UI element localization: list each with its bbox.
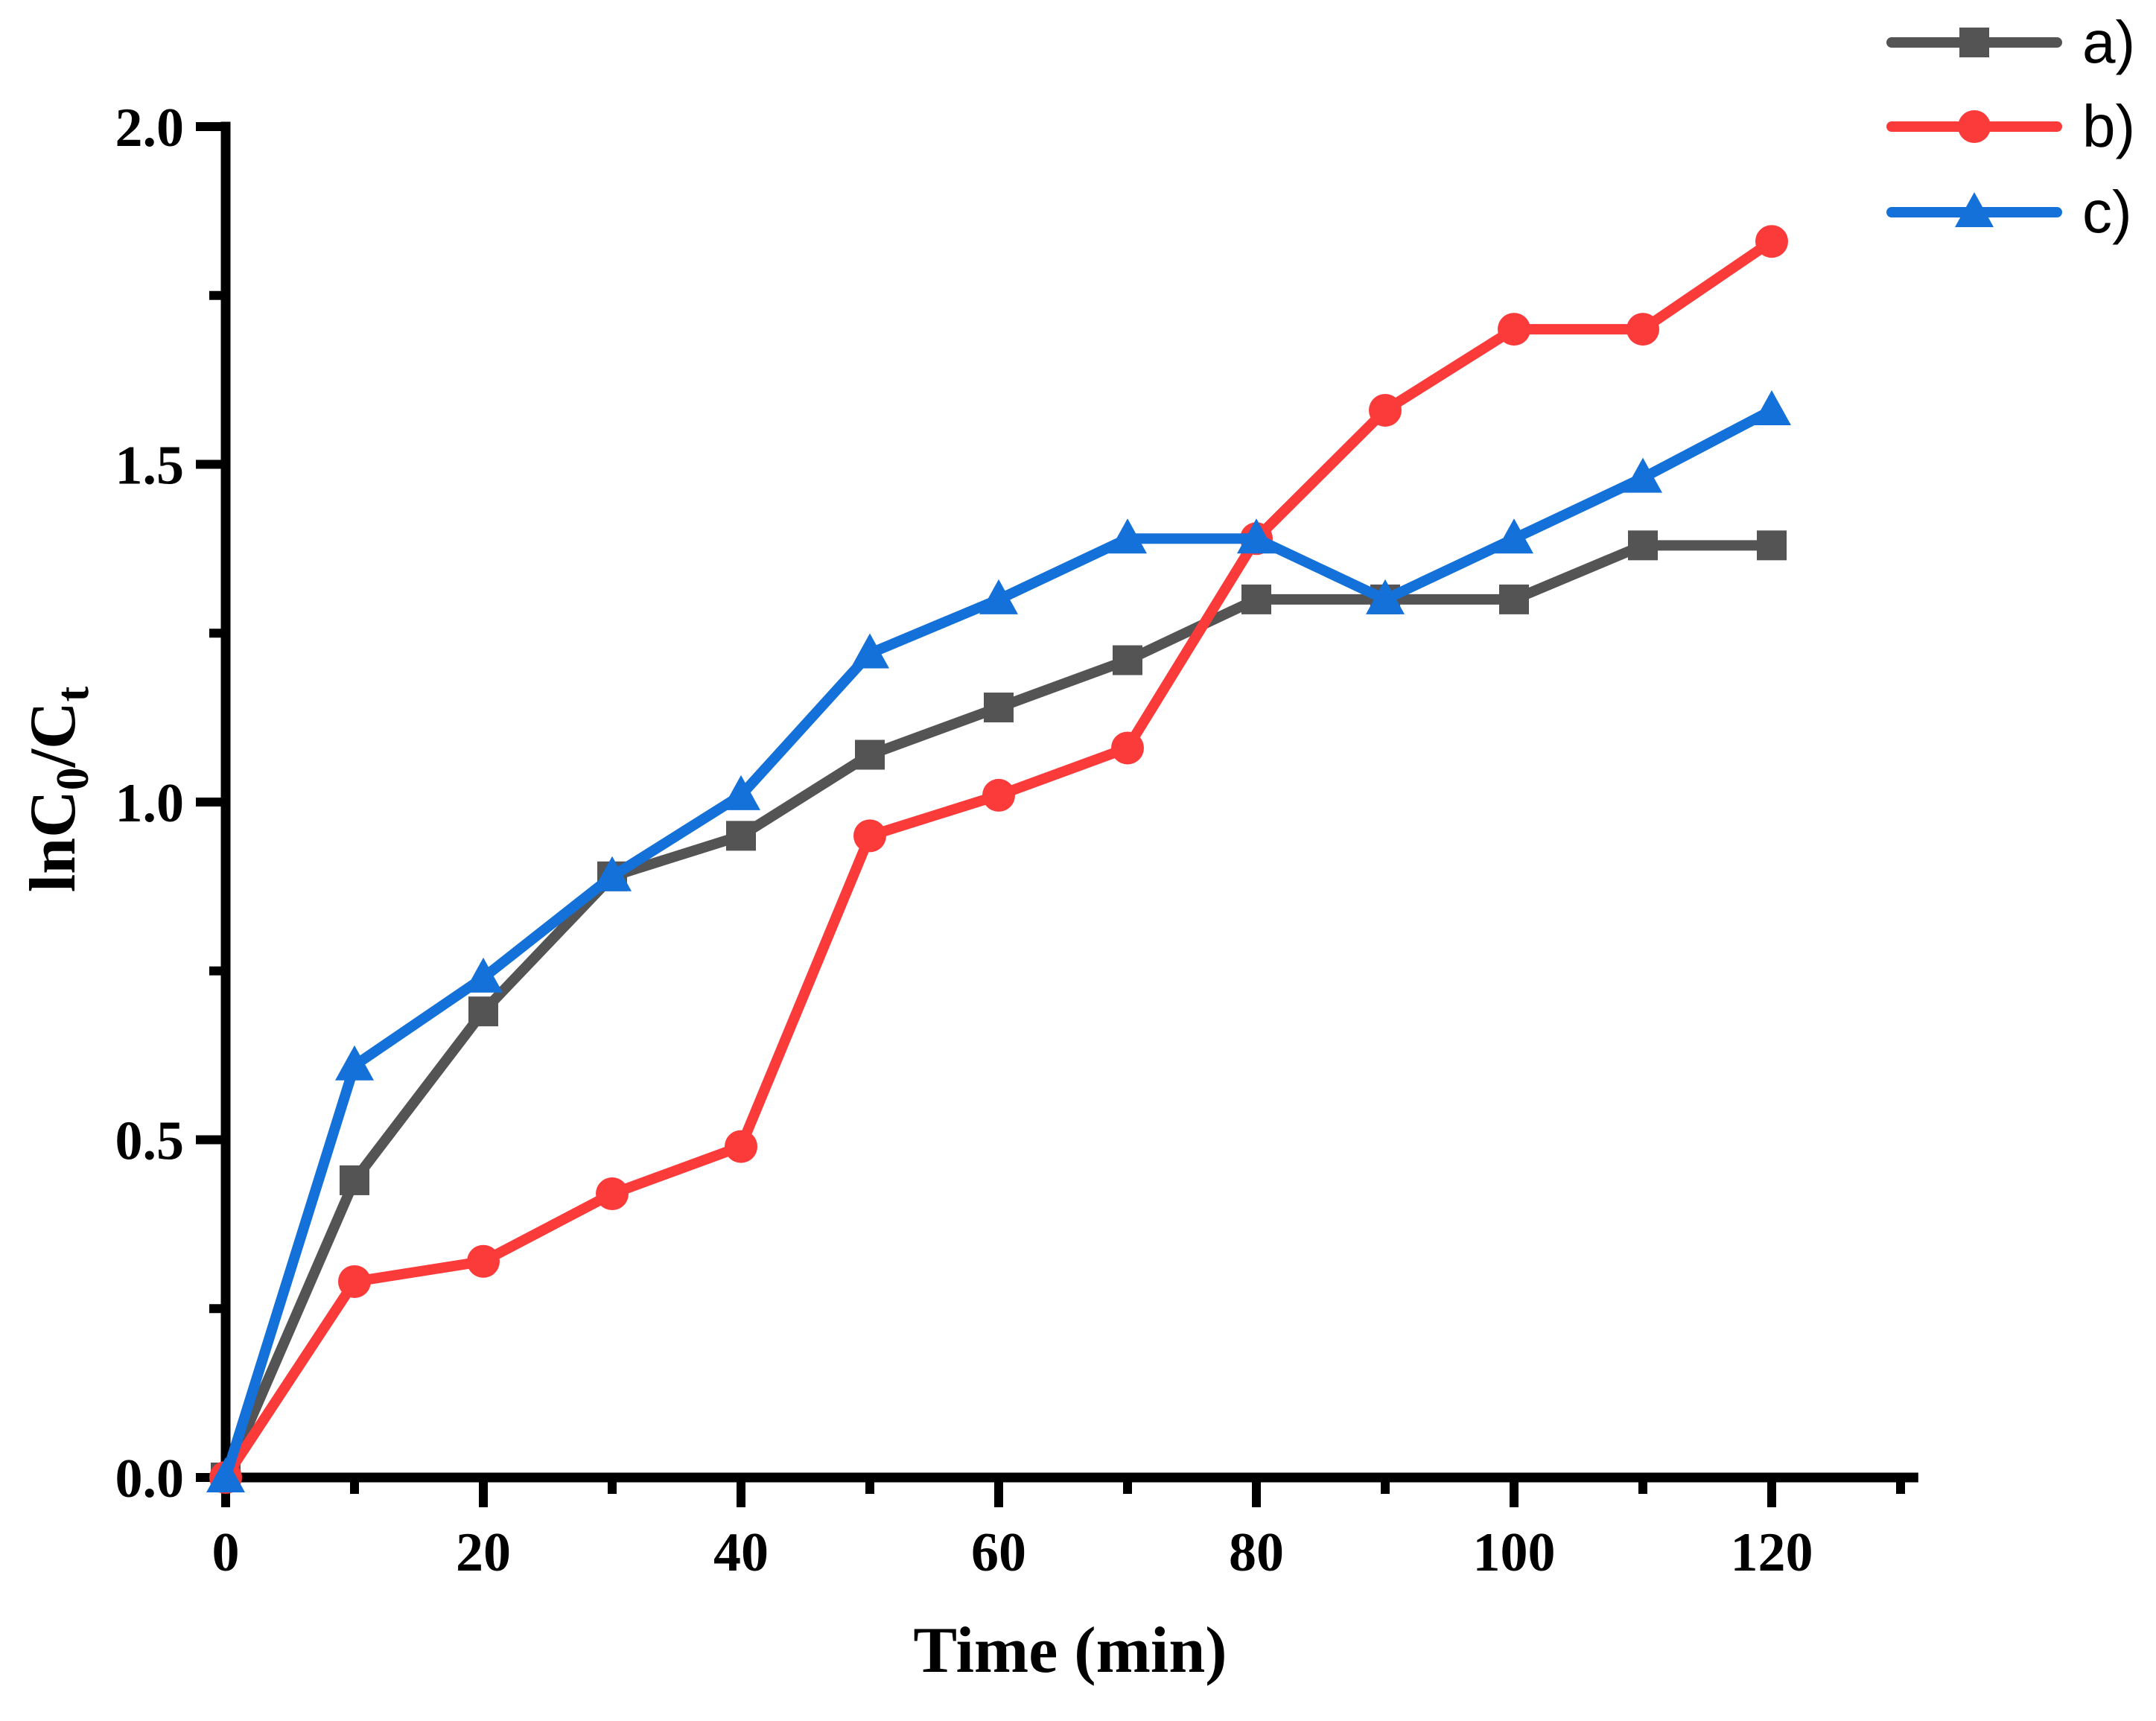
data-point-marker	[467, 1244, 500, 1278]
x-tick-label: 120	[1731, 1522, 1813, 1583]
legend-item-a: a)	[1886, 9, 2135, 75]
data-point-marker	[979, 579, 1018, 614]
legend-item-c: c)	[1886, 179, 2132, 245]
data-point-marker	[982, 778, 1015, 812]
series-layer	[206, 225, 1791, 1494]
data-point-marker	[1626, 313, 1659, 346]
x-tick-label: 0	[212, 1522, 240, 1583]
legend-marker	[1955, 192, 1994, 227]
data-point-marker	[726, 821, 756, 851]
data-point-marker	[596, 1177, 629, 1211]
data-point-marker	[340, 1165, 369, 1195]
data-point-marker	[593, 856, 632, 891]
data-point-marker	[1624, 457, 1662, 493]
data-point-marker	[1113, 645, 1142, 675]
series-line	[220, 540, 1777, 1483]
data-point-marker	[1499, 584, 1529, 614]
x-tick-label: 60	[971, 1522, 1026, 1583]
data-point-marker	[335, 1045, 374, 1081]
series-line	[220, 236, 1777, 1483]
data-point-marker	[1757, 530, 1787, 561]
data-point-marker	[468, 996, 498, 1027]
data-point-marker	[1237, 518, 1276, 554]
x-tick-label: 80	[1229, 1522, 1284, 1583]
legend-label: b)	[2082, 93, 2135, 159]
legend-label: a)	[2082, 9, 2135, 75]
data-point-marker	[984, 693, 1014, 723]
data-point-marker	[338, 1264, 371, 1298]
legend-marker	[1958, 110, 1991, 143]
data-point-marker	[725, 1130, 757, 1163]
data-point-marker	[464, 957, 503, 993]
y-tick-label: 0.5	[115, 1111, 185, 1172]
legend-layer: a) b) c)	[1886, 9, 2135, 245]
data-point-marker	[1369, 393, 1402, 427]
y-tick-label: 1.0	[115, 773, 185, 834]
data-point-marker	[1628, 530, 1658, 561]
x-tick-label: 20	[456, 1522, 511, 1583]
y-tick-label: 0.0	[115, 1448, 185, 1510]
x-tick-label: 100	[1473, 1522, 1556, 1583]
y-tick-label: 1.5	[115, 436, 185, 497]
data-point-marker	[1752, 389, 1791, 425]
data-point-marker	[1366, 579, 1405, 614]
axes-layer: 0.0 0.5 1.0 1.5 2.0 0 20 40 60 80 100 120	[115, 98, 1918, 1583]
data-point-marker	[206, 1457, 245, 1492]
data-point-marker	[850, 633, 889, 669]
legend-item-b: b)	[1886, 93, 2135, 159]
data-point-marker	[1755, 225, 1788, 258]
legend-marker	[1959, 28, 1989, 57]
data-point-marker	[1495, 518, 1533, 554]
series-c	[206, 389, 1791, 1492]
legend-label: c)	[2082, 179, 2132, 245]
data-point-marker	[1111, 731, 1144, 765]
y-tick-label: 2.0	[115, 98, 185, 159]
data-point-marker	[853, 819, 886, 853]
data-point-marker	[855, 739, 885, 770]
data-point-marker	[1241, 584, 1271, 614]
series-line	[220, 404, 1777, 1483]
y-axis-title: lnC0/Ct	[17, 686, 98, 892]
data-point-marker	[1498, 313, 1530, 346]
series-a	[211, 530, 1787, 1492]
series-b	[209, 225, 1788, 1494]
x-tick-label: 40	[713, 1522, 769, 1583]
x-axis-title: Time (min)	[913, 1615, 1227, 1687]
data-point-marker	[1108, 518, 1147, 554]
data-point-marker	[722, 774, 760, 810]
